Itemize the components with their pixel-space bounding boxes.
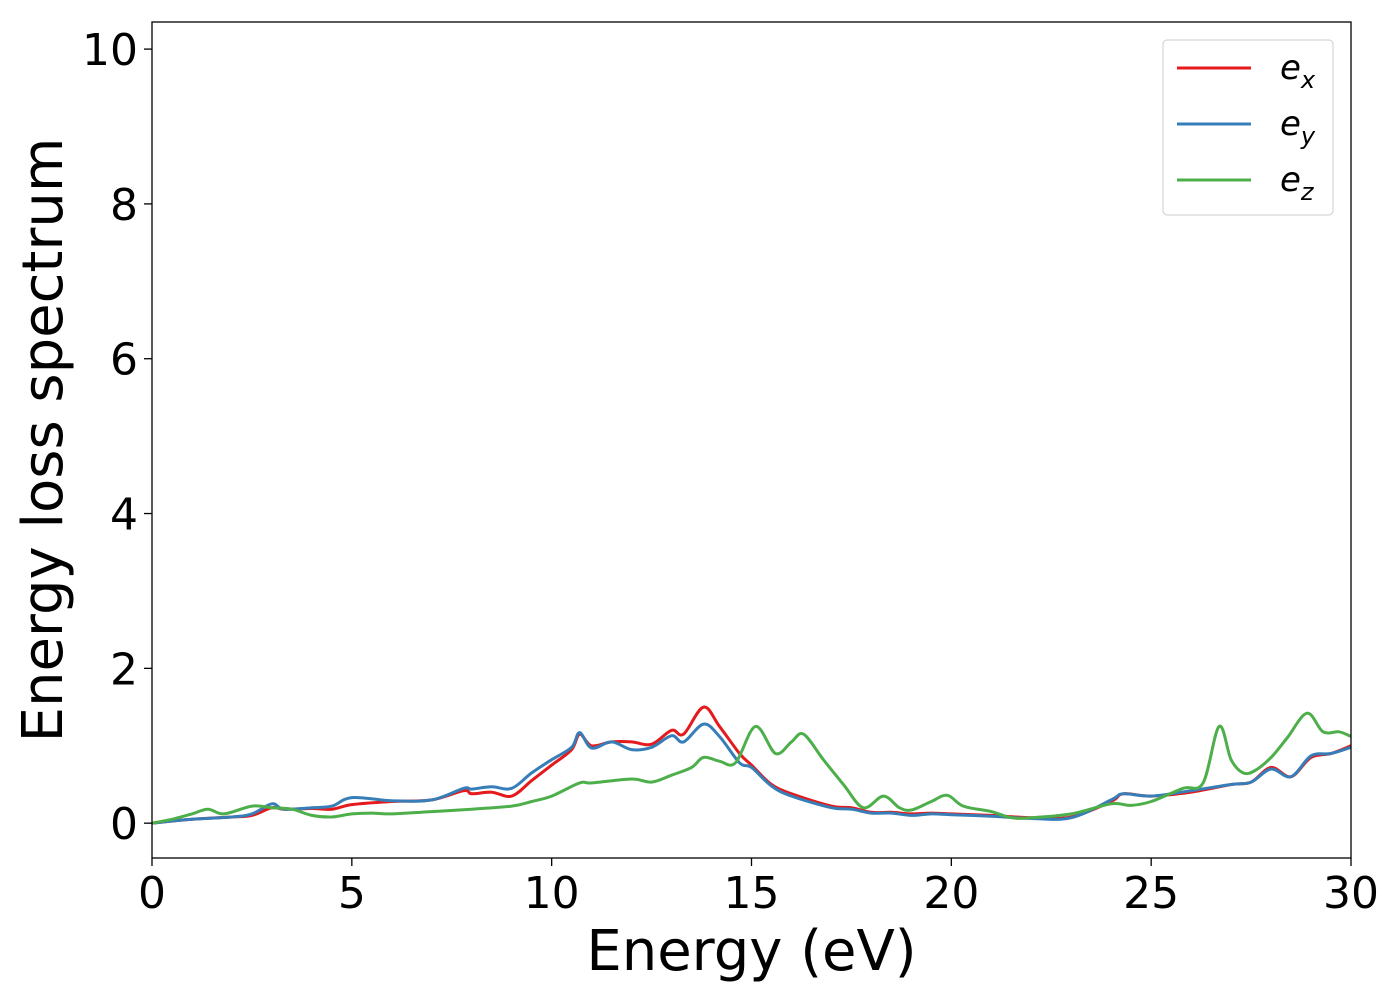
y-tick-label: 6 bbox=[110, 335, 138, 386]
y-axis-ticks: 0 2 4 6 8 10 bbox=[82, 25, 152, 850]
x-tick-label: 15 bbox=[724, 868, 780, 919]
x-tick-label: 25 bbox=[1123, 868, 1179, 919]
y-tick-label: 8 bbox=[110, 180, 138, 231]
x-axis-label: Energy (eV) bbox=[586, 919, 916, 984]
x-tick-label: 20 bbox=[923, 868, 979, 919]
series-line-y bbox=[152, 722, 1351, 825]
y-tick-label: 4 bbox=[110, 490, 138, 541]
x-tick-label: 5 bbox=[338, 868, 366, 919]
y-tick-label: 2 bbox=[110, 644, 138, 695]
series-layer bbox=[152, 705, 1351, 825]
legend-box bbox=[1162, 39, 1334, 216]
y-axis-label: Energy loss spectrum bbox=[11, 138, 76, 743]
x-tick-label: 0 bbox=[138, 868, 166, 919]
x-tick-label: 10 bbox=[524, 868, 580, 919]
x-axis-ticks: 0 5 10 15 20 25 30 bbox=[138, 858, 1379, 919]
x-tick-label: 30 bbox=[1323, 868, 1379, 919]
series-line-z bbox=[152, 711, 1351, 825]
y-tick-label: 10 bbox=[82, 25, 138, 76]
y-tick-label: 0 bbox=[110, 799, 138, 850]
